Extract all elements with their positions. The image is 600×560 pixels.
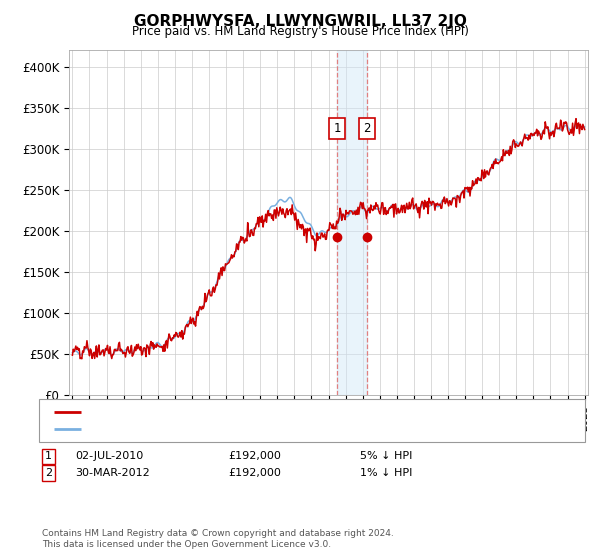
Text: 1% ↓ HPI: 1% ↓ HPI [360,468,412,478]
Text: £192,000: £192,000 [228,468,281,478]
Text: 30-MAR-2012: 30-MAR-2012 [75,468,150,478]
Text: 5% ↓ HPI: 5% ↓ HPI [360,451,412,461]
Text: 02-JUL-2010: 02-JUL-2010 [75,451,143,461]
Text: 2: 2 [45,468,52,478]
Text: This data is licensed under the Open Government Licence v3.0.: This data is licensed under the Open Gov… [42,540,331,549]
Text: £192,000: £192,000 [228,451,281,461]
Text: GORPHWYSFA, LLWYNGWRIL, LL37 2JQ: GORPHWYSFA, LLWYNGWRIL, LL37 2JQ [134,14,466,29]
Text: Contains HM Land Registry data © Crown copyright and database right 2024.: Contains HM Land Registry data © Crown c… [42,529,394,538]
Bar [337,50,367,395]
Text: 1: 1 [45,451,52,461]
Text: 2: 2 [363,122,371,135]
Text: HPI: Average price, detached house, Gwynedd: HPI: Average price, detached house, Gwyn… [87,424,346,434]
Text: Price paid vs. HM Land Registry's House Price Index (HPI): Price paid vs. HM Land Registry's House … [131,25,469,38]
Text: GORPHWYSFA, LLWYNGWRIL, LL37 2JQ (detached house): GORPHWYSFA, LLWYNGWRIL, LL37 2JQ (detach… [87,407,405,417]
Text: 1: 1 [333,122,341,135]
